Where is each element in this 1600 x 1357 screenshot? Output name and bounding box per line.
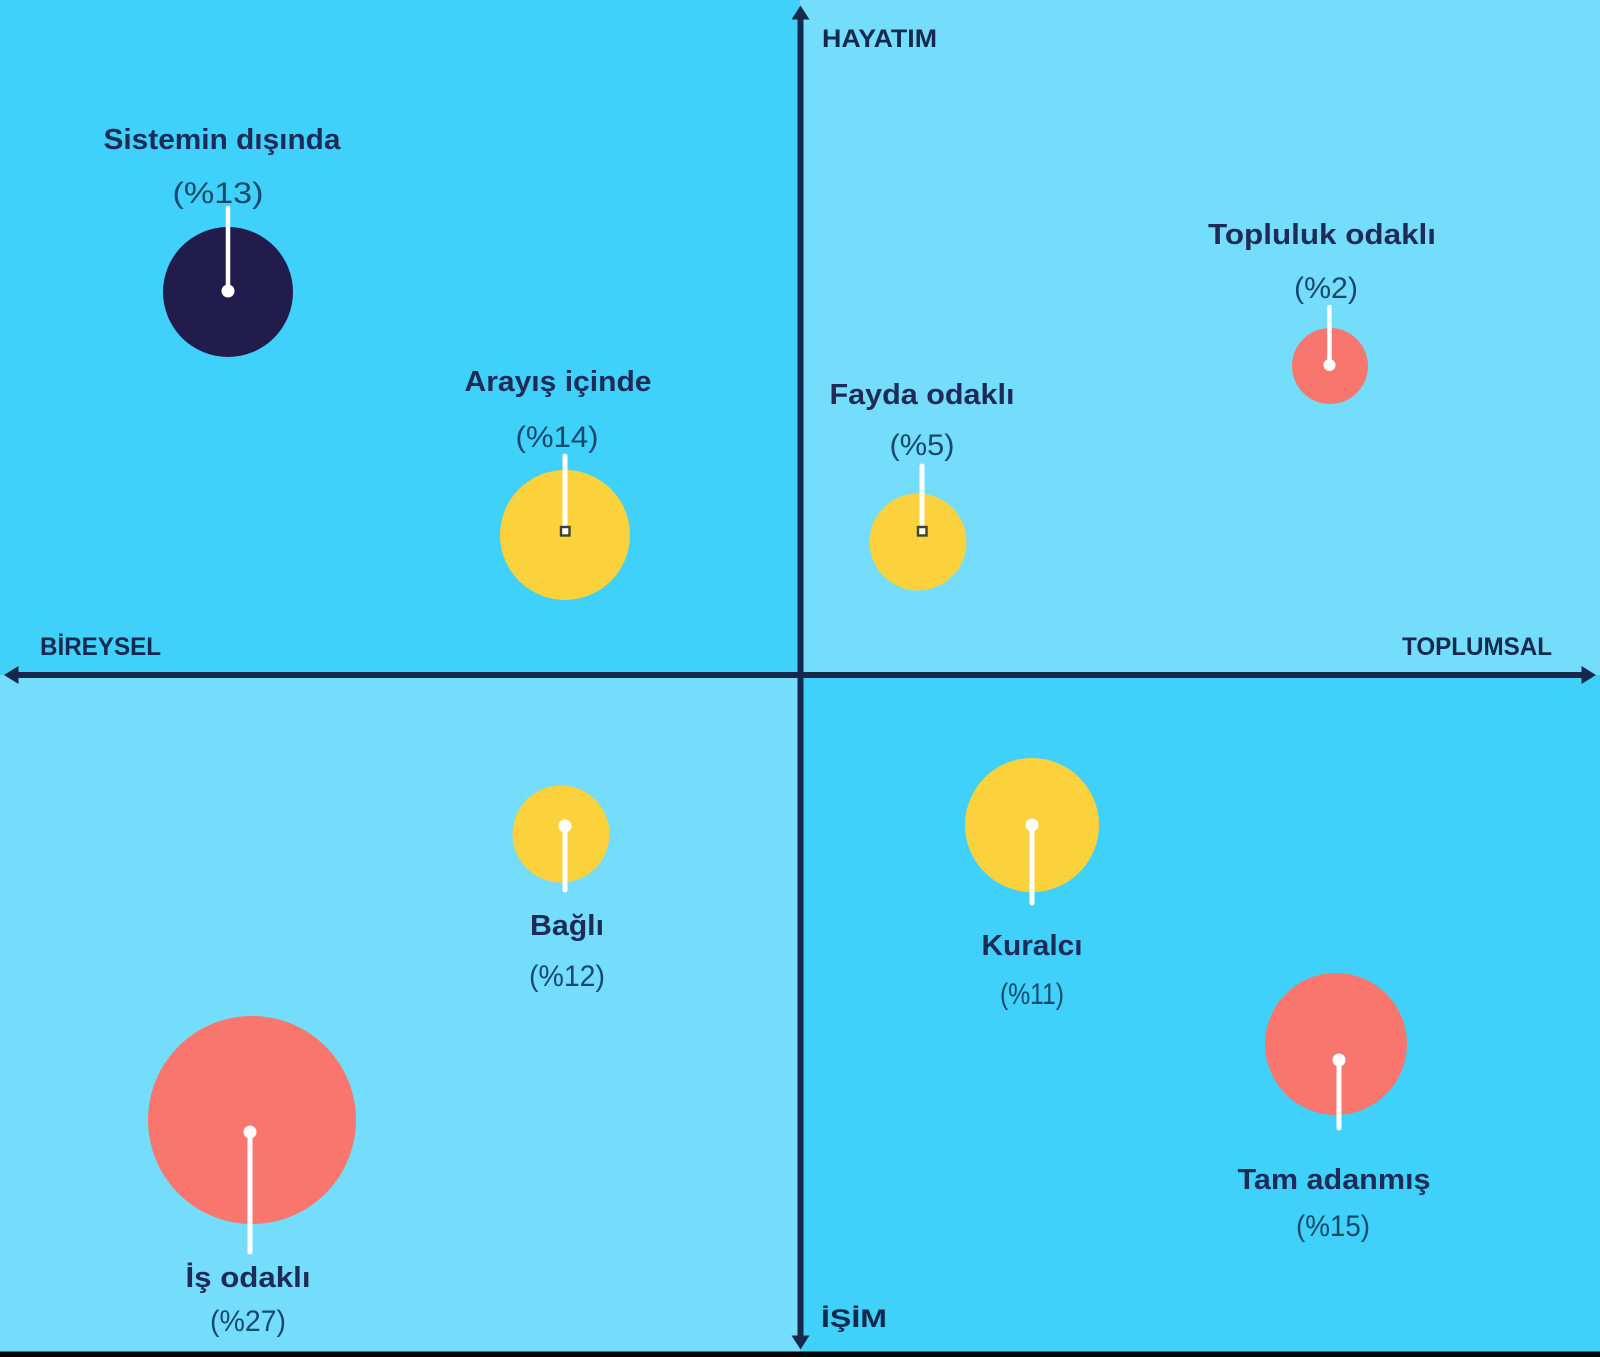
svg-text:Topluluk odaklı: Topluluk odaklı	[1208, 219, 1436, 251]
svg-text:(%5): (%5)	[890, 429, 955, 462]
svg-text:(%27): (%27)	[210, 1305, 286, 1338]
svg-text:Arayış içinde: Arayış içinde	[465, 366, 652, 398]
svg-text:Tam adanmış: Tam adanmış	[1238, 1164, 1431, 1196]
svg-text:TOPLUMSAL: TOPLUMSAL	[1402, 633, 1552, 661]
svg-text:Kuralcı: Kuralcı	[982, 930, 1083, 962]
svg-text:HAYATIM: HAYATIM	[822, 25, 937, 53]
svg-text:(%12): (%12)	[529, 960, 605, 993]
svg-text:(%11): (%11)	[1000, 978, 1064, 1011]
svg-text:Fayda odaklı: Fayda odaklı	[830, 379, 1015, 411]
svg-text:(%14): (%14)	[516, 421, 599, 454]
svg-text:(%2): (%2)	[1294, 272, 1358, 305]
svg-text:İş odaklı: İş odaklı	[186, 1262, 311, 1294]
svg-text:Sistemin dışında: Sistemin dışında	[104, 124, 342, 156]
svg-text:(%15): (%15)	[1296, 1210, 1370, 1243]
svg-text:BİREYSEL: BİREYSEL	[40, 633, 161, 661]
svg-text:İŞİM: İŞİM	[821, 1305, 887, 1333]
svg-text:(%13): (%13)	[173, 177, 264, 210]
svg-text:Bağlı: Bağlı	[530, 910, 604, 942]
